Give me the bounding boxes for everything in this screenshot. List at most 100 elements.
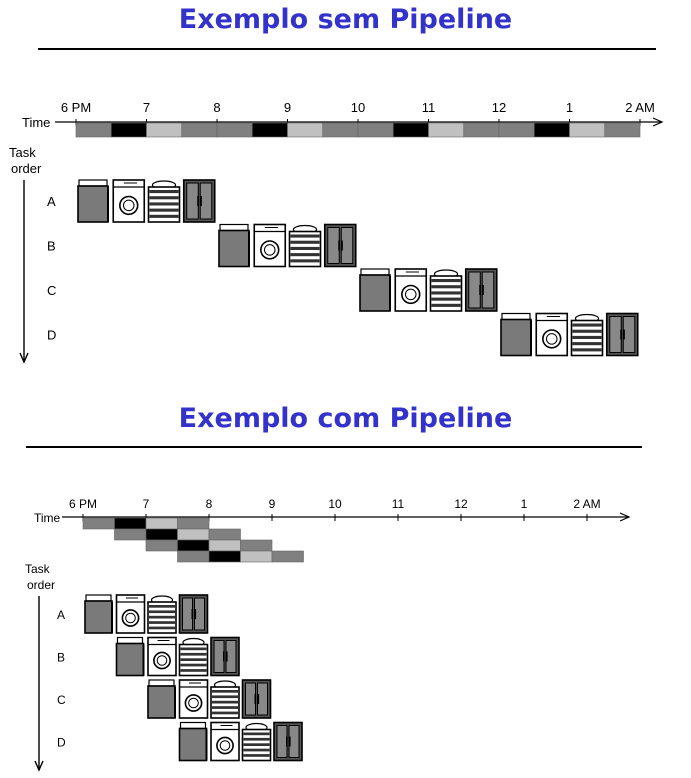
hour-label: 10 bbox=[328, 497, 342, 511]
washer-icon bbox=[77, 179, 109, 223]
folding-icon bbox=[241, 722, 272, 762]
hour-label: 9 bbox=[284, 100, 291, 115]
folding-icon bbox=[429, 269, 463, 312]
washer-icon bbox=[218, 223, 250, 268]
task-axis-label-order: order bbox=[27, 578, 55, 592]
closet-icon bbox=[273, 721, 303, 762]
dryer-icon bbox=[253, 223, 287, 268]
hour-label: 6 PM bbox=[61, 100, 91, 115]
closet-icon bbox=[182, 179, 216, 223]
stage-bar bbox=[357, 122, 394, 138]
stage-bar bbox=[75, 122, 112, 138]
hour-label: 7 bbox=[143, 100, 150, 115]
dryer-icon bbox=[535, 312, 569, 357]
task-label-b: B bbox=[57, 651, 65, 665]
stage-bar bbox=[177, 539, 210, 552]
hour-label: 9 bbox=[269, 497, 276, 511]
hour-label: 11 bbox=[422, 100, 436, 115]
time-axis-label: Time bbox=[22, 115, 50, 130]
stage-bar bbox=[271, 550, 304, 563]
dryer-icon bbox=[394, 268, 428, 312]
hour-label: 6 PM bbox=[69, 497, 97, 511]
washer-icon bbox=[84, 594, 113, 634]
stage-bar bbox=[498, 122, 535, 138]
folding-icon bbox=[288, 224, 322, 268]
dryer-icon bbox=[210, 721, 240, 762]
stage-bar bbox=[287, 122, 324, 138]
stage-bar bbox=[251, 122, 288, 138]
stage-bar bbox=[240, 539, 273, 552]
hour-label: 2 AM bbox=[573, 497, 600, 511]
folding-icon bbox=[570, 313, 604, 357]
folding-icon bbox=[147, 595, 177, 634]
stage-bar bbox=[181, 122, 218, 138]
hour-label: 2 AM bbox=[625, 100, 655, 115]
hour-label: 11 bbox=[392, 497, 405, 511]
stage-bar bbox=[177, 550, 210, 563]
task-axis-arrow bbox=[34, 760, 44, 772]
closet-icon bbox=[178, 594, 209, 634]
stage-bar bbox=[322, 122, 359, 138]
task-label-d: D bbox=[47, 328, 56, 343]
folding-icon bbox=[210, 680, 240, 719]
hour-label: 12 bbox=[492, 100, 506, 115]
stage-bar bbox=[114, 528, 147, 541]
hour-label: 1 bbox=[521, 497, 528, 511]
stage-bar bbox=[428, 122, 465, 138]
stage-bar bbox=[82, 517, 115, 530]
hour-label: 10 bbox=[351, 100, 365, 115]
washer-icon bbox=[359, 268, 391, 312]
dryer-icon bbox=[112, 179, 146, 223]
stage-bar bbox=[146, 122, 183, 138]
time-axis-arrow bbox=[652, 117, 664, 127]
stage-bar bbox=[240, 550, 273, 563]
task-axis-arrow bbox=[19, 352, 29, 364]
task-label-a: A bbox=[57, 608, 65, 622]
stage-bar bbox=[463, 122, 500, 138]
hour-label: 1 bbox=[566, 100, 573, 115]
stage-bar bbox=[145, 517, 178, 530]
stage-bar bbox=[110, 122, 147, 138]
hour-label: 12 bbox=[454, 497, 468, 511]
task-label-c: C bbox=[47, 283, 56, 298]
stage-bar bbox=[216, 122, 253, 138]
closet-icon bbox=[241, 679, 272, 719]
folding-icon bbox=[147, 180, 181, 223]
closet-icon bbox=[605, 312, 639, 357]
title-underline-bottom bbox=[26, 446, 642, 448]
stage-bar bbox=[392, 122, 429, 138]
dryer-icon bbox=[115, 594, 146, 634]
stage-bar bbox=[208, 539, 241, 552]
task-axis-label: Task bbox=[25, 562, 51, 576]
closet-icon bbox=[210, 636, 240, 677]
washer-icon bbox=[147, 679, 176, 719]
task-label-d: D bbox=[57, 736, 66, 750]
dryer-icon bbox=[178, 679, 209, 719]
stage-bar bbox=[208, 550, 241, 563]
task-label-b: B bbox=[47, 239, 56, 254]
closet-icon bbox=[464, 268, 498, 312]
task-label-a: A bbox=[47, 194, 56, 209]
hour-label: 7 bbox=[143, 497, 150, 511]
washer-icon bbox=[115, 636, 145, 677]
stage-bar bbox=[177, 517, 210, 530]
stage-bar bbox=[145, 539, 178, 552]
dryer-icon bbox=[147, 636, 177, 677]
time-axis-label: Time bbox=[34, 511, 61, 525]
hour-label: 8 bbox=[206, 497, 213, 511]
task-axis-label: Task bbox=[9, 145, 36, 160]
washer-icon bbox=[500, 312, 532, 357]
stage-bar bbox=[208, 528, 241, 541]
stage-bar bbox=[145, 528, 178, 541]
task-label-c: C bbox=[57, 693, 66, 707]
folding-icon bbox=[178, 637, 209, 677]
stage-bar bbox=[569, 122, 606, 138]
stage-bar bbox=[114, 517, 147, 530]
hour-label: 8 bbox=[213, 100, 220, 115]
stage-bar bbox=[533, 122, 570, 138]
stage-bar bbox=[604, 122, 641, 138]
title-with-pipeline: Exemplo com Pipeline bbox=[178, 403, 513, 434]
title-underline-top bbox=[38, 48, 656, 50]
task-axis-label-order: order bbox=[11, 161, 42, 176]
